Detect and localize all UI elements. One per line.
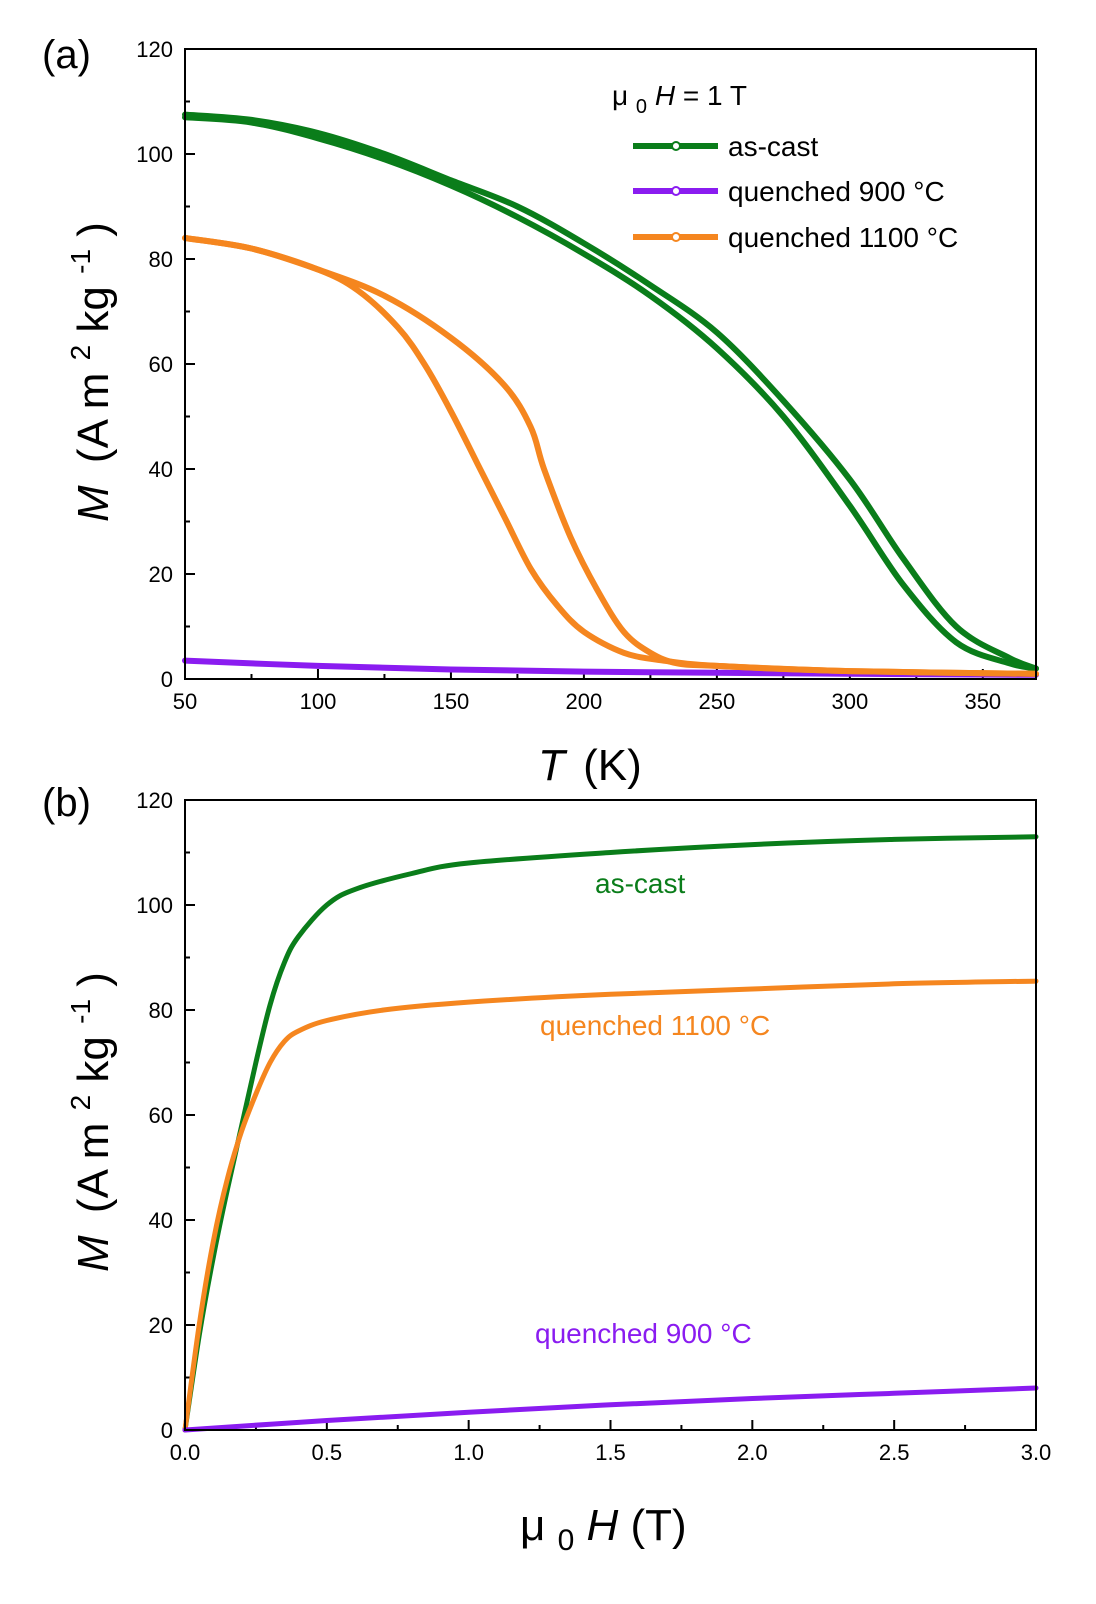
- panel-a-xtick-label: 50: [173, 689, 197, 714]
- panel-b-series: [182, 834, 1039, 1433]
- panel-b-series-quenched-1100-c: [182, 978, 1039, 1433]
- panel-a-xtick-label: 250: [699, 689, 736, 714]
- panel-b-xtick-label: 0.0: [170, 1440, 201, 1465]
- panel-a-xtick-label: 200: [566, 689, 603, 714]
- panel-b-xtick-label: 1.0: [453, 1440, 484, 1465]
- annotation-as-cast: as-cast: [595, 868, 685, 899]
- panel-b-ylabel: M (A m 2 kg -1 ): [51, 972, 118, 1272]
- panel-b-frame: [184, 799, 1037, 1431]
- annotation-quenched-1100: quenched 1100 °C: [540, 1010, 770, 1041]
- panel-b-xtick-label: 0.5: [312, 1440, 343, 1465]
- panel-a-series-quenched-1100-c-warming-: [182, 235, 1039, 677]
- panel-a-xtick-label: 300: [831, 689, 868, 714]
- panel-a-xtick-label: 150: [433, 689, 470, 714]
- panel-b-series-quenched-900-c: [182, 1385, 1039, 1433]
- panel-b-ytick-label: 60: [149, 1103, 173, 1128]
- panel-b: (b) 0.0 0.5 1.0 1.5 2.0 2.5 3.0 0 20 40 60 80 100 120…: [42, 781, 1051, 1560]
- panel-a-axes: 50 100 150 200 250 300 350 0 20 40 60 80 100 120: [136, 37, 1001, 714]
- panel-a-xlabel: T (K): [538, 741, 642, 790]
- legend-label-quenched-1100: quenched 1100 °C: [728, 222, 958, 253]
- panel-a-ytick-label: 20: [149, 562, 173, 587]
- legend-marker-quenched-1100: [671, 232, 681, 242]
- panel-b-axes: 0.0 0.5 1.0 1.5 2.0 2.5 3.0 0 20 40 60 80 100 120: [136, 788, 1051, 1465]
- panel-b-ytick-label: 0: [161, 1418, 173, 1443]
- panel-a: (a) 50 100 150 200 250 300 350020406080100120 …: [42, 33, 1039, 790]
- panel-a-frame: [184, 48, 1037, 680]
- panel-a-label: (a): [42, 33, 91, 77]
- legend-title: μ 0 H = 1 T: [612, 80, 747, 119]
- legend-label-quenched-900: quenched 900 °C: [728, 176, 945, 207]
- panel-a-series: [182, 111, 1039, 678]
- panel-b-ytick-label: 20: [149, 1313, 173, 1338]
- panel-a-ylabel: M (A m 2 kg -1 ): [51, 222, 118, 522]
- panel-a-ytick-label: 120: [136, 37, 173, 62]
- panel-a-ytick-label: 40: [149, 457, 173, 482]
- panel-b-ytick-label: 100: [136, 893, 173, 918]
- panel-b-xtick-label: 2.5: [879, 1440, 910, 1465]
- panel-a-xtick-label: 350: [964, 689, 1001, 714]
- annotation-quenched-900: quenched 900 °C: [535, 1318, 752, 1349]
- panel-b-xtick-label: 3.0: [1021, 1440, 1052, 1465]
- legend-marker-as-cast: [671, 141, 681, 151]
- panel-b-label: (b): [42, 781, 91, 825]
- panel-b-series-as-cast: [182, 834, 1039, 1433]
- panel-b-xlabel: μ 0 H (T): [520, 1501, 687, 1560]
- panel-a-xtick-label: 100: [300, 689, 337, 714]
- panel-b-ytick-label: 40: [149, 1208, 173, 1233]
- panel-a-ytick-label: 0: [161, 667, 173, 692]
- panel-b-ytick-label: 120: [136, 788, 173, 813]
- legend-label-as-cast: as-cast: [728, 131, 818, 162]
- panel-a-ytick-label: 60: [149, 352, 173, 377]
- panel-a-ytick-label: 80: [149, 247, 173, 272]
- panel-a-ytick-label: 100: [136, 142, 173, 167]
- panel-b-ytick-label: 80: [149, 998, 173, 1023]
- panel-b-xtick-label: 1.5: [595, 1440, 626, 1465]
- panel-b-xtick-label: 2.0: [737, 1440, 768, 1465]
- panel-a-legend: μ 0 H = 1 T as-cast quenched 900 °C quen…: [612, 80, 958, 253]
- legend-marker-quenched-900: [671, 186, 681, 196]
- panel-a-series-as-cast-cooling-: [182, 114, 1039, 672]
- panel-a-series-as-cast-warming-: [182, 111, 1039, 672]
